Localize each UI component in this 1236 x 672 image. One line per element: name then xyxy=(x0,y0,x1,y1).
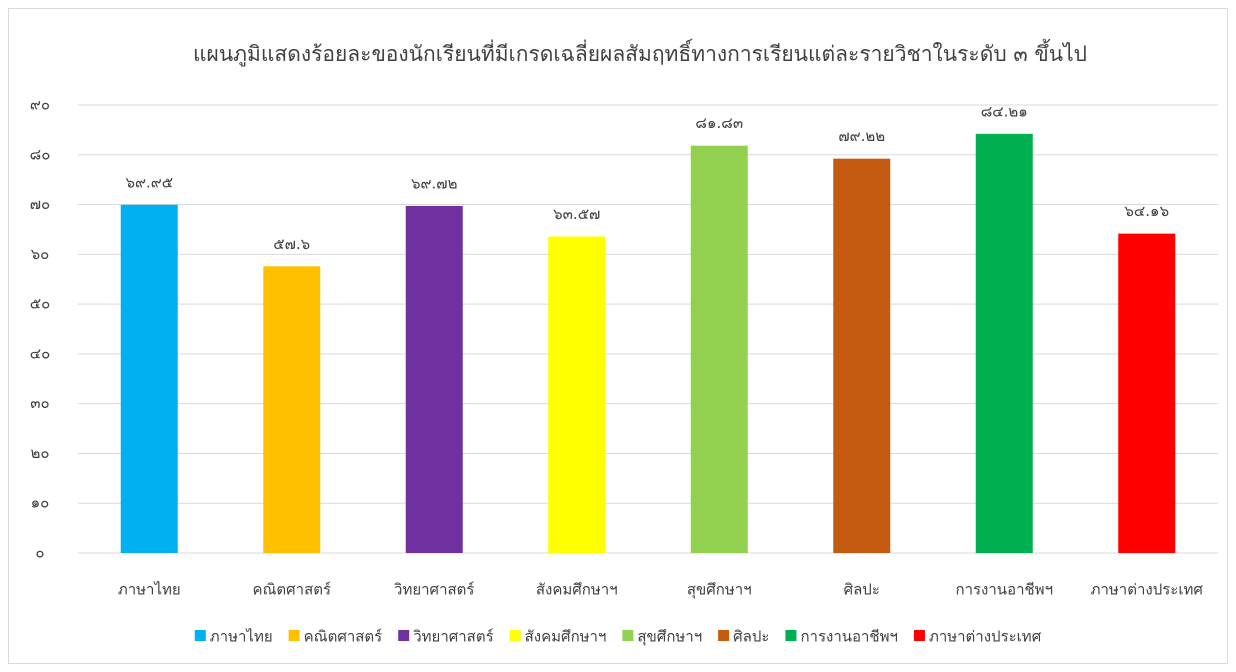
chart-title: แผนภูมิแสดงร้อยละของนักเรียนที่มีเกรดเฉล… xyxy=(193,38,1087,67)
data-label: ๘๑.๘๓ xyxy=(695,114,743,132)
y-tick-label: ๕๐ xyxy=(30,295,51,313)
y-tick-label: ๖๐ xyxy=(31,245,50,263)
x-tick-label: สุขศึกษาฯ xyxy=(687,581,752,600)
bar xyxy=(1118,233,1176,553)
legend-label: สุขศึกษาฯ xyxy=(637,628,702,647)
legend-label: ภาษาไทย xyxy=(210,628,273,646)
y-tick-label: ๔๐ xyxy=(30,344,51,362)
legend-swatch xyxy=(913,630,925,641)
y-tick-label: ๑๐ xyxy=(31,494,50,512)
legend-swatch xyxy=(718,630,730,641)
bar xyxy=(405,205,463,553)
bar xyxy=(690,145,748,553)
data-label: ๖๙.๙๕ xyxy=(125,173,173,191)
x-tick-label: ศิลปะ xyxy=(844,581,880,599)
data-label: ๗๙.๒๒ xyxy=(838,127,885,145)
legend-label: คณิตศาสตร์ xyxy=(304,628,383,646)
y-tick-label: ๒๐ xyxy=(30,444,49,462)
legend-swatch xyxy=(194,630,206,641)
data-label: ๖๔.๑๖ xyxy=(1124,202,1169,220)
y-tick-label: ๘๐ xyxy=(30,145,51,163)
y-tick-label: ๐ xyxy=(35,544,44,562)
bar xyxy=(120,204,178,553)
legend-label: ศิลปะ xyxy=(733,628,769,646)
data-label: ๕๗.๖ xyxy=(273,235,310,253)
bar xyxy=(833,158,891,553)
data-label: ๖๓.๕๗ xyxy=(553,205,600,223)
data-label: ๘๔.๒๑ xyxy=(981,102,1028,120)
x-tick-label: การงานอาชีพฯ xyxy=(956,581,1054,599)
y-tick-label: ๗๐ xyxy=(30,195,50,213)
legend-label: สังคมศึกษาฯ xyxy=(525,628,607,646)
legend-swatch xyxy=(509,630,521,641)
x-tick-label: วิทยาศาสตร์ xyxy=(393,581,474,599)
legend-swatch xyxy=(398,630,410,641)
x-tick-label: ภาษาต่างประเทศ xyxy=(1091,581,1204,599)
x-tick-label: คณิตศาสตร์ xyxy=(252,581,331,599)
y-tick-label: ๙๐ xyxy=(30,96,50,114)
legend-label: ภาษาต่างประเทศ xyxy=(929,628,1042,646)
x-tick-label: สังคมศึกษาฯ xyxy=(536,581,618,599)
bar xyxy=(263,266,321,553)
legend-label: การงานอาชีพฯ xyxy=(800,628,898,646)
y-tick-label: ๓๐ xyxy=(30,394,49,412)
bar xyxy=(548,236,606,553)
legend-swatch xyxy=(622,630,634,641)
legend-swatch xyxy=(288,630,300,641)
legend-label: วิทยาศาสตร์ xyxy=(413,628,494,646)
bar xyxy=(975,133,1033,553)
legend-swatch xyxy=(785,630,797,641)
chart-frame xyxy=(8,8,1228,664)
data-label: ๖๙.๗๒ xyxy=(411,174,457,192)
x-tick-label: ภาษาไทย xyxy=(118,581,181,599)
